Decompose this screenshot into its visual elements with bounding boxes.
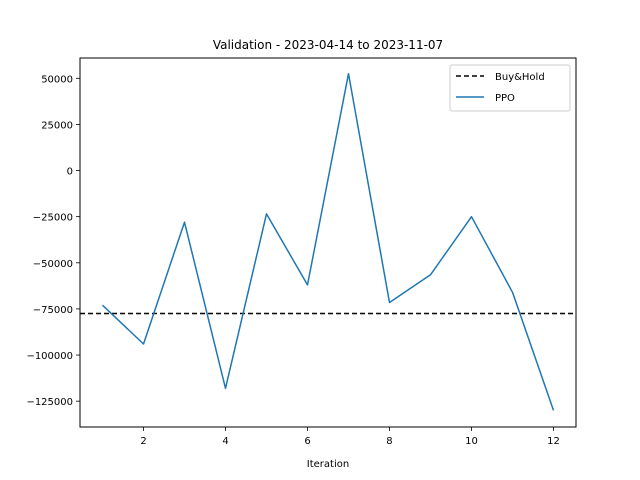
chart-title: Validation - 2023-04-14 to 2023-11-07 xyxy=(213,38,443,52)
x-axis-label: Iteration xyxy=(307,459,349,470)
x-tick-label: 12 xyxy=(547,436,560,447)
y-tick-label: 0 xyxy=(67,167,73,178)
x-tick-label: 8 xyxy=(386,436,392,447)
legend-label-buy-hold: Buy&Hold xyxy=(495,72,545,83)
legend: Buy&Hold PPO xyxy=(449,64,571,112)
x-tick-label: 10 xyxy=(465,436,478,447)
y-tick-label: −100000 xyxy=(26,351,73,362)
x-tick-label: 2 xyxy=(140,436,146,447)
legend-label-ppo: PPO xyxy=(495,93,515,104)
y-tick-label: −75000 xyxy=(33,305,73,316)
y-tick-label: −50000 xyxy=(33,259,73,270)
y-tick-label: −125000 xyxy=(26,397,73,408)
x-tick-label: 6 xyxy=(304,436,310,447)
ppo-series-line xyxy=(101,72,555,411)
y-tick-label: 50000 xyxy=(41,74,73,85)
axes-frame xyxy=(79,57,577,428)
plot-area xyxy=(80,72,576,411)
y-tick-label: −25000 xyxy=(33,213,73,224)
y-tick-label: 25000 xyxy=(41,120,73,131)
x-tick-label: 4 xyxy=(222,436,228,447)
axis-ticks: 2 4 6 8 10 12 50000 25000 0 −25000 −50000 −75000 −10… xyxy=(26,74,559,447)
